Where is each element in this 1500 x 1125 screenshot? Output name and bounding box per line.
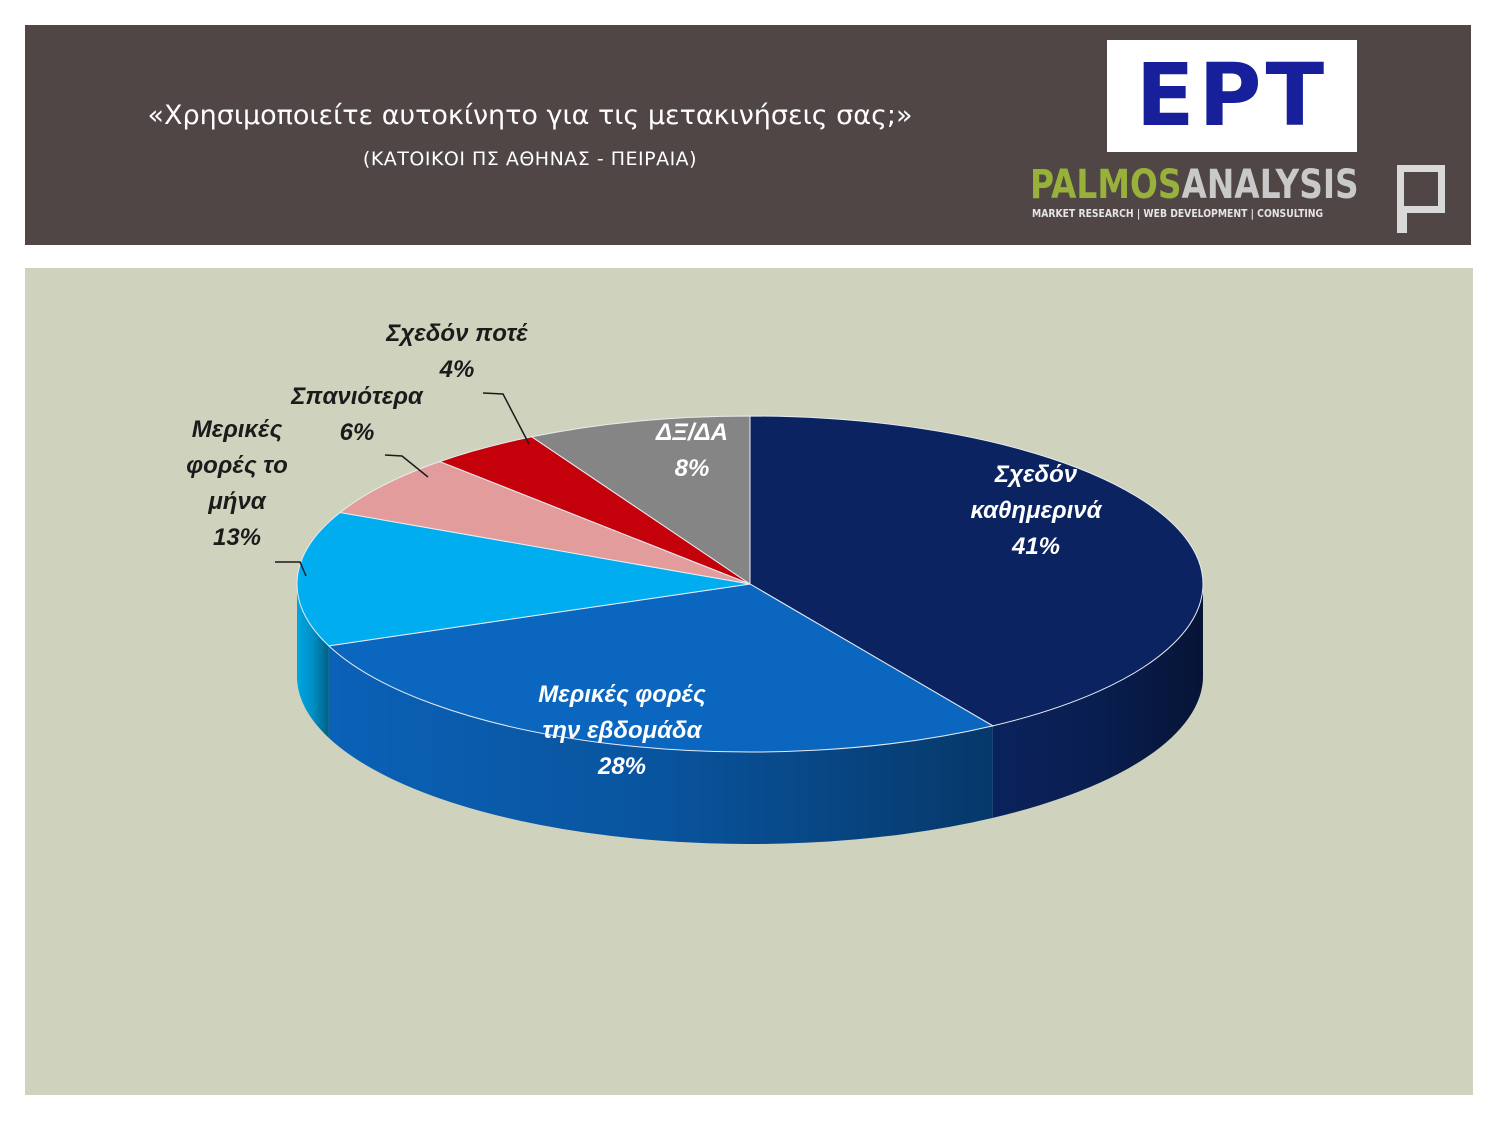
palmos-analysis-logo: PALMOSANALYSIS MARKET RESEARCH | WEB DEV… — [1030, 160, 1460, 238]
page-title: «Χρησιμοποιείτε αυτοκίνητο για τις μετακ… — [147, 100, 913, 131]
palmos-logo-tagline: MARKET RESEARCH | WEB DEVELOPMENT | CONS… — [1032, 207, 1324, 220]
palmos-logo-mark-icon — [1397, 165, 1445, 213]
category-label-2-line-1: Μερικές φορές — [538, 681, 706, 708]
palmos-logo-name: PALMOSANALYSIS — [1030, 160, 1359, 210]
leader-lines — [275, 392, 530, 577]
value-label-2: 28% — [597, 753, 646, 780]
category-label-5-line-1: Σχεδόν ποτέ — [385, 320, 528, 347]
category-label-3-line-3: μήνα — [207, 488, 266, 515]
value-label-6: 8% — [675, 455, 710, 482]
pie-slice-3 — [296, 511, 751, 647]
value-label-4: 6% — [340, 419, 375, 446]
pie-side-2-shade — [328, 645, 993, 844]
header-banner: «Χρησιμοποιείτε αυτοκίνητο για τις μετακ… — [25, 25, 1471, 245]
category-label-1-line-1: Σχεδόν — [994, 461, 1078, 488]
pie-slice-6 — [530, 415, 751, 585]
pie-slice-2 — [327, 583, 995, 753]
leader-line-5 — [482, 392, 530, 445]
pie-slice-4 — [338, 460, 751, 585]
category-label-3-line-1: Μερικές — [192, 416, 283, 443]
pie-chart: Σχεδόν καθημερινά 41% Μερικές φορές την εβδο… — [186, 320, 1204, 844]
pie-sides — [297, 584, 1203, 844]
value-label-5: 4% — [439, 356, 475, 383]
leader-line-4 — [384, 454, 429, 478]
category-label-2-line-2: την εβδομάδα — [542, 717, 702, 744]
pie-slice-1 — [749, 415, 1204, 727]
category-label-6-line-1: ΔΞ/ΔΑ — [655, 419, 728, 446]
value-label-3: 13% — [213, 524, 261, 551]
slice-labels: Σχεδόν καθημερινά 41% Μερικές φορές την εβδο… — [186, 320, 1102, 780]
ert-logo: ΕΡΤ — [1107, 40, 1357, 152]
palmos-logo-mark-tail — [1397, 213, 1407, 233]
ert-logo-text: ΕΡΤ — [1135, 46, 1329, 146]
pie-side-1-shade — [992, 584, 1203, 818]
palmos-logo-name-part1: PALMOS — [1030, 162, 1182, 208]
chart-area: Σχεδόν καθημερινά 41% Μερικές φορές την εβδο… — [25, 268, 1473, 1095]
page-subtitle: (ΚΑΤΟΙΚΟΙ ΠΣ ΑΘΗΝΑΣ - ΠΕΙΡΑΙΑ) — [362, 148, 698, 170]
leader-line-3 — [275, 561, 307, 577]
value-label-1: 41% — [1011, 533, 1060, 560]
palmos-logo-name-part2: ANALYSIS — [1181, 162, 1359, 208]
category-label-3-line-2: φορές το — [186, 452, 287, 479]
pie-side-3-shade — [297, 584, 329, 738]
category-label-1-line-2: καθημερινά — [971, 497, 1103, 524]
category-label-4-line-1: Σπανιότερα — [290, 383, 424, 410]
pie-slices — [296, 415, 1204, 753]
